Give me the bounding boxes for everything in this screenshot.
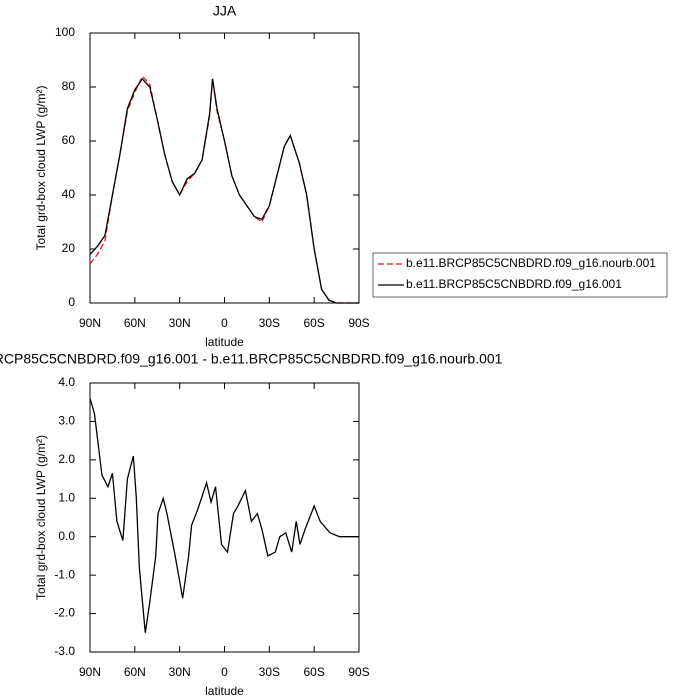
y-tick-label: 80 (62, 79, 76, 93)
y-tick-label: 1.0 (58, 490, 75, 504)
y-tick-label: 4.0 (58, 375, 75, 389)
y-tick-label: 3.0 (58, 414, 75, 428)
x-tick-label: 30N (169, 665, 191, 679)
data-line (89, 75, 359, 304)
x-tick-label: 60S (303, 316, 324, 330)
x-tick-label: 60N (124, 665, 146, 679)
x-axis-label: latitude (205, 335, 244, 349)
y-tick-label: 0 (68, 295, 75, 309)
y-tick-label: -2.0 (54, 606, 75, 620)
legend-label: b.e11.BRCP85C5CNBDRD.f09_g16.001 (406, 277, 622, 291)
y-tick-label: 20 (62, 241, 76, 255)
y-tick-label: 2.0 (58, 452, 75, 466)
data-line (89, 398, 359, 633)
x-tick-label: 30S (259, 665, 280, 679)
y-tick-label: -3.0 (54, 644, 75, 658)
y-tick-label: 40 (62, 187, 76, 201)
x-tick-label: 0 (221, 665, 228, 679)
x-tick-label: 60N (124, 316, 146, 330)
x-tick-label: 0 (221, 316, 228, 330)
x-tick-label: 90N (79, 665, 101, 679)
y-axis-label: Total grd-box cloud LWP (g/m²) (34, 86, 48, 251)
y-tick-label: 100 (55, 25, 75, 39)
legend-box (372, 252, 668, 298)
x-tick-label: 30S (259, 316, 280, 330)
x-tick-label: 90S (348, 665, 369, 679)
chart-title: JJA (213, 3, 237, 19)
y-axis-label: Total grd-box cloud LWP (g/m²) (34, 435, 48, 600)
plot-frame (89, 32, 360, 304)
x-tick-label: 60S (303, 665, 324, 679)
legend-label: b.e11.BRCP85C5CNBDRD.f09_g16.nourb.001 (406, 256, 656, 270)
x-tick-label: 90S (348, 316, 369, 330)
y-tick-label: 60 (62, 133, 76, 147)
chart-title: b.e11.BRCP85C5CNBDRD.f09_g16.001 - b.e11… (0, 351, 503, 367)
y-tick-label: 0.0 (58, 529, 75, 543)
x-tick-label: 90N (79, 316, 101, 330)
x-tick-label: 30N (169, 316, 191, 330)
data-line (89, 77, 359, 304)
x-axis-label: latitude (205, 684, 244, 698)
y-tick-label: -1.0 (54, 567, 75, 581)
